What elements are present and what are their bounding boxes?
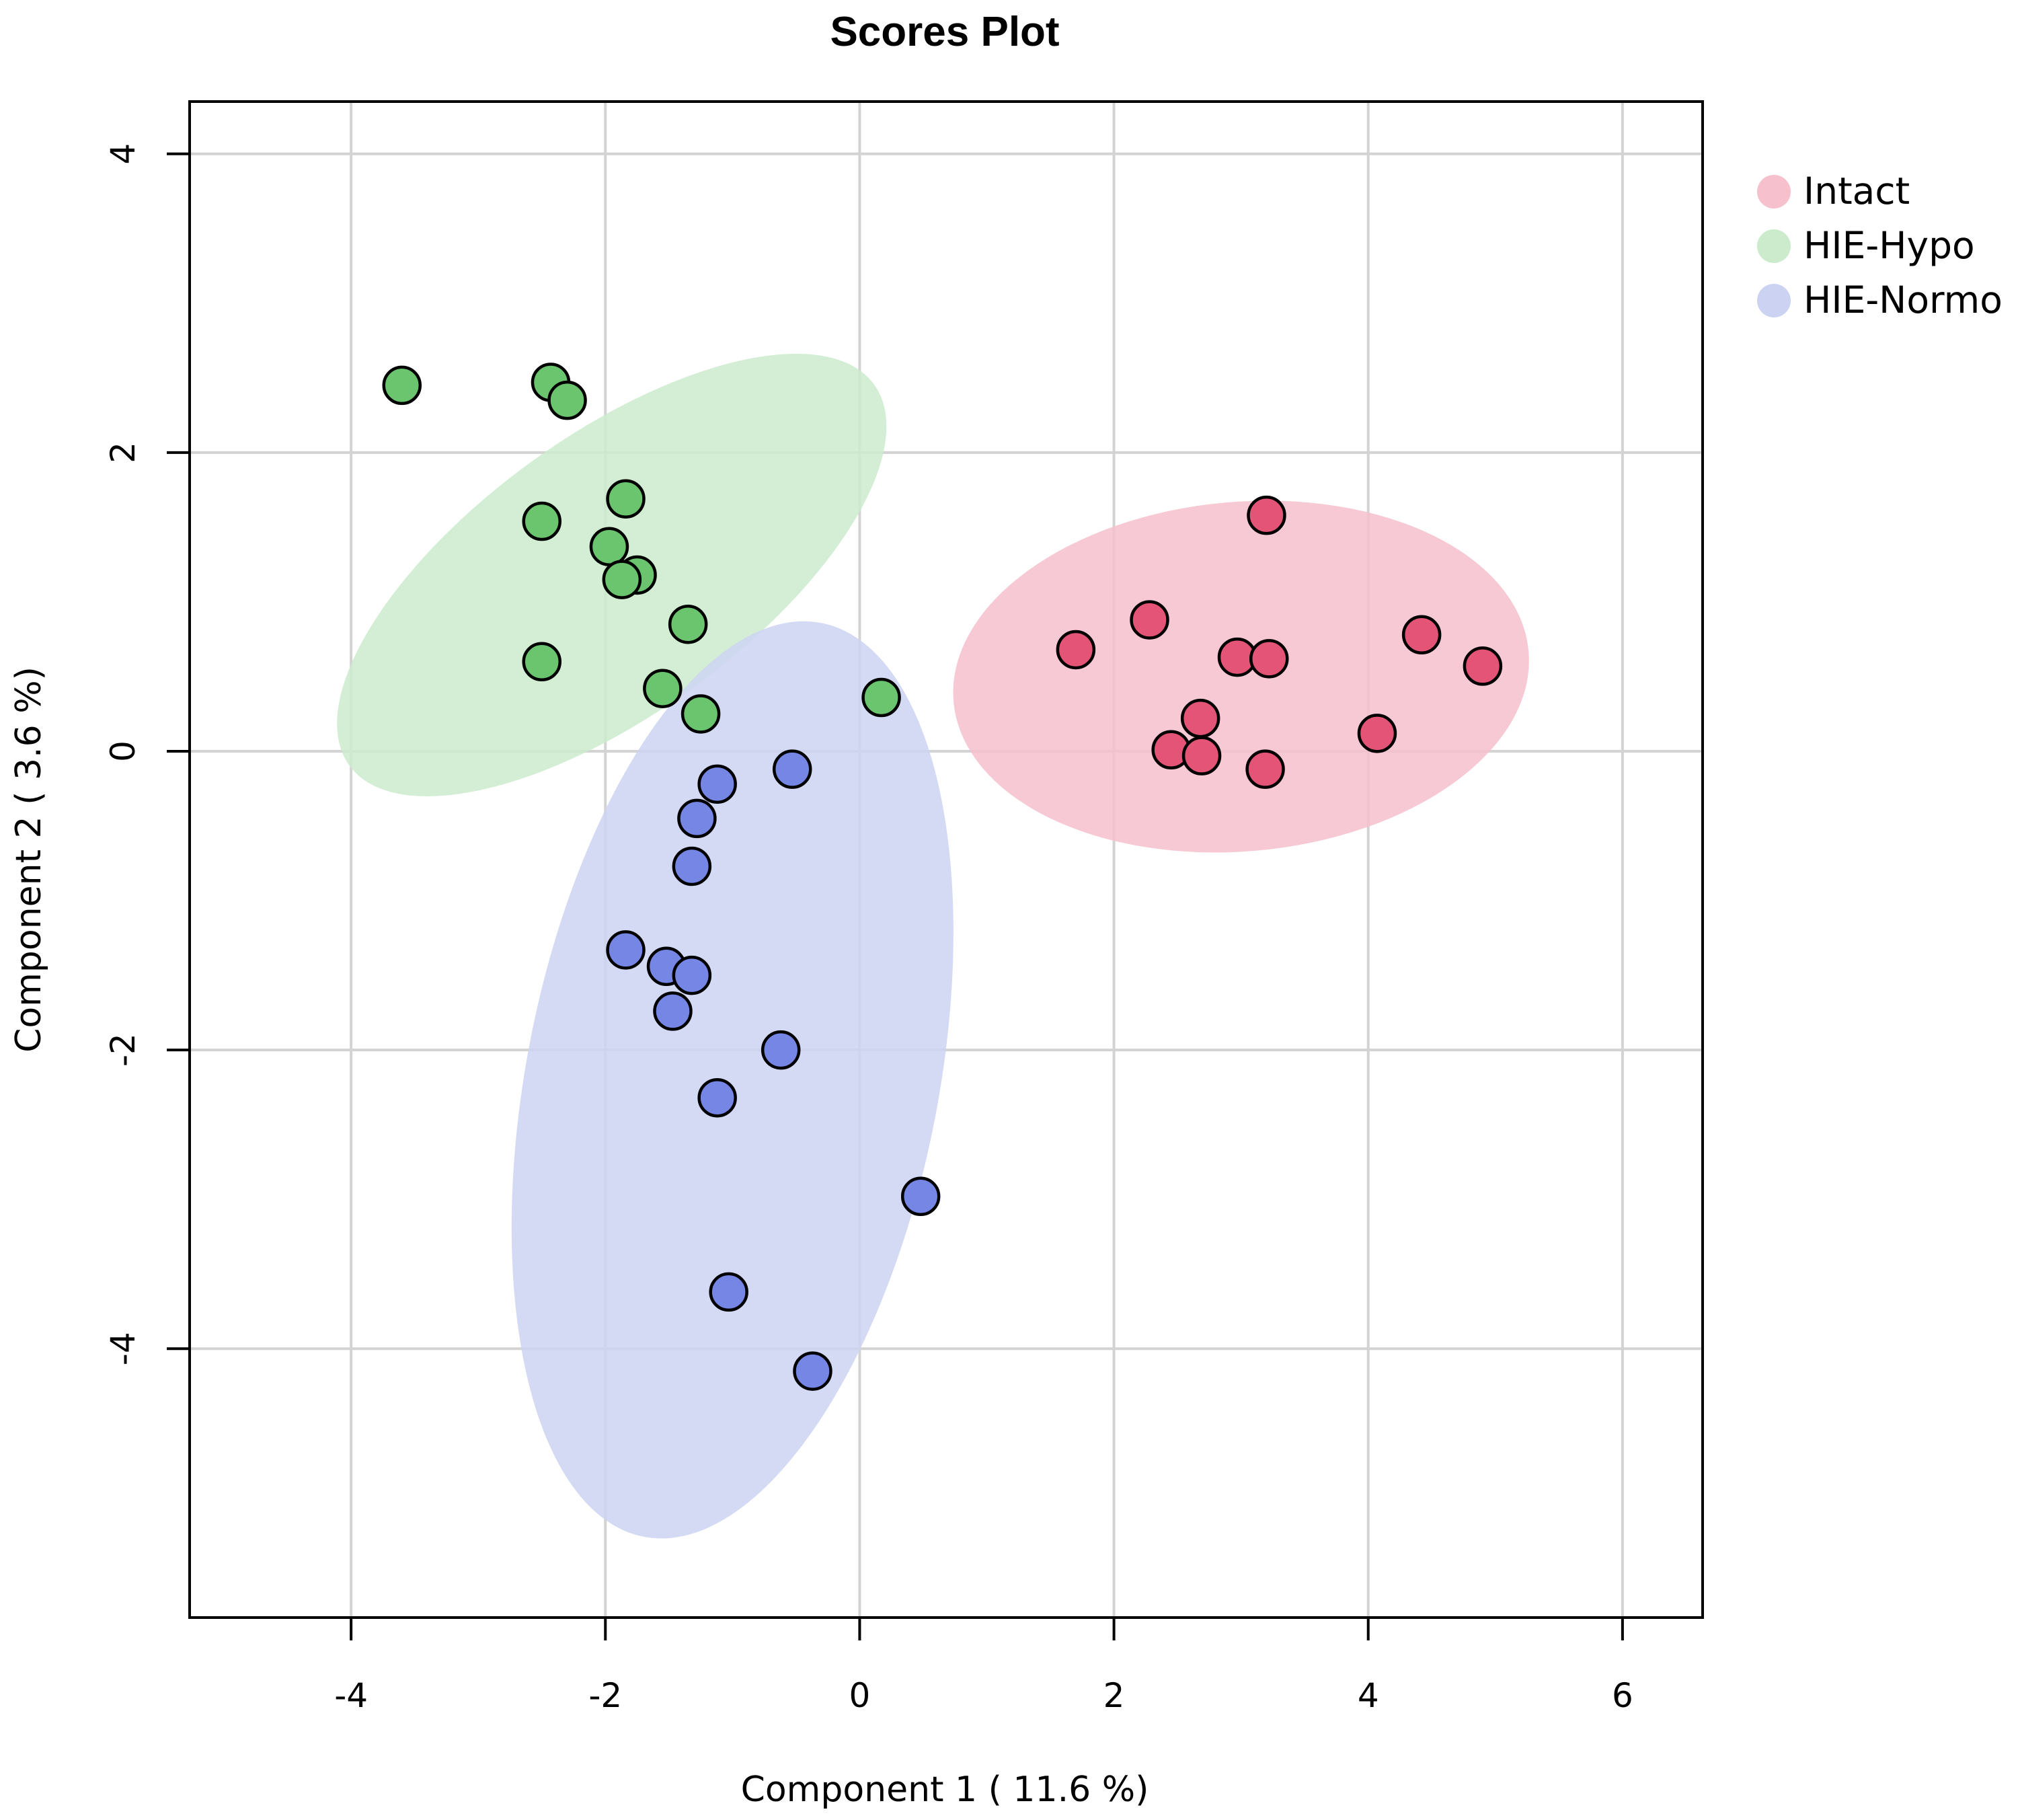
x-tick-label-0: -4 xyxy=(334,1676,368,1715)
point-hie-hypo-11 xyxy=(681,694,721,734)
point-hie-hypo-8 xyxy=(668,604,708,644)
y-tick-label-3: 2 xyxy=(104,442,143,463)
point-hie-normo-3 xyxy=(672,846,712,886)
y-axis-label: Component 2 ( 3.6 %) xyxy=(9,667,49,1053)
point-hie-normo-0 xyxy=(772,749,812,789)
point-hie-normo-7 xyxy=(653,991,693,1031)
legend-swatch-intact xyxy=(1757,175,1791,208)
y-tick-label-1: -2 xyxy=(104,1033,143,1067)
point-hie-normo-4 xyxy=(606,930,646,970)
point-hie-hypo-7 xyxy=(602,560,642,599)
point-intact-1 xyxy=(1130,600,1169,640)
point-hie-normo-8 xyxy=(761,1030,801,1070)
x-axis-ticks: -4 -2 0 2 4 6 xyxy=(334,1618,1633,1715)
point-hie-hypo-4 xyxy=(522,501,561,541)
point-hie-hypo-0 xyxy=(382,365,422,406)
point-intact-8 xyxy=(1357,714,1397,753)
point-hie-hypo-3 xyxy=(606,479,646,519)
point-hie-hypo-10 xyxy=(643,669,683,708)
confidence-ellipses xyxy=(337,353,1529,1539)
y-tick-label-0: -4 xyxy=(104,1332,143,1365)
ellipse-intact xyxy=(953,500,1529,853)
x-tick-label-4: 4 xyxy=(1358,1676,1379,1715)
grid-lines xyxy=(190,102,1703,1618)
point-hie-normo-1 xyxy=(697,764,737,804)
x-tick-label-3: 2 xyxy=(1103,1676,1125,1715)
point-hie-hypo-2 xyxy=(547,380,587,420)
data-points xyxy=(382,363,1503,1391)
point-intact-10 xyxy=(1181,736,1222,775)
x-tick-label-2: 0 xyxy=(849,1676,871,1715)
legend: Intact HIE-Hypo HIE-Normo xyxy=(1757,169,2003,321)
x-axis-label: Component 1 ( 11.6 %) xyxy=(741,1770,1149,1810)
point-hie-hypo-12 xyxy=(861,677,901,718)
x-tick-label-1: -2 xyxy=(588,1676,622,1715)
point-hie-hypo-9 xyxy=(522,642,561,682)
chart-title: Scores Plot xyxy=(830,9,1059,55)
point-intact-5 xyxy=(1401,615,1442,655)
point-hie-hypo-5 xyxy=(589,527,629,567)
point-hie-normo-12 xyxy=(793,1351,832,1391)
plot-frame xyxy=(188,100,1704,1619)
point-hie-normo-9 xyxy=(697,1077,737,1118)
point-hie-normo-2 xyxy=(677,798,717,839)
point-hie-normo-10 xyxy=(900,1176,941,1217)
point-intact-2 xyxy=(1056,630,1096,670)
legend-label-hie-hypo: HIE-Hypo xyxy=(1803,224,1975,267)
point-intact-0 xyxy=(1247,495,1286,535)
y-tick-label-2: 0 xyxy=(104,741,143,762)
legend-label-intact: Intact xyxy=(1803,169,1910,213)
ellipse-hie-normo xyxy=(511,621,954,1539)
legend-swatch-hie-hypo xyxy=(1757,229,1791,263)
point-intact-6 xyxy=(1463,646,1503,686)
legend-swatch-hie-normo xyxy=(1757,284,1791,317)
point-hie-normo-6 xyxy=(672,955,712,995)
y-axis-ticks: -4 -2 0 2 4 xyxy=(104,143,190,1365)
point-intact-7 xyxy=(1180,698,1220,738)
point-intact-11 xyxy=(1245,749,1285,789)
point-hie-normo-11 xyxy=(709,1272,748,1312)
legend-label-hie-normo: HIE-Normo xyxy=(1803,278,2003,321)
y-tick-label-4: 4 xyxy=(104,143,143,165)
x-tick-label-5: 6 xyxy=(1612,1676,1633,1715)
point-intact-4 xyxy=(1249,639,1289,679)
